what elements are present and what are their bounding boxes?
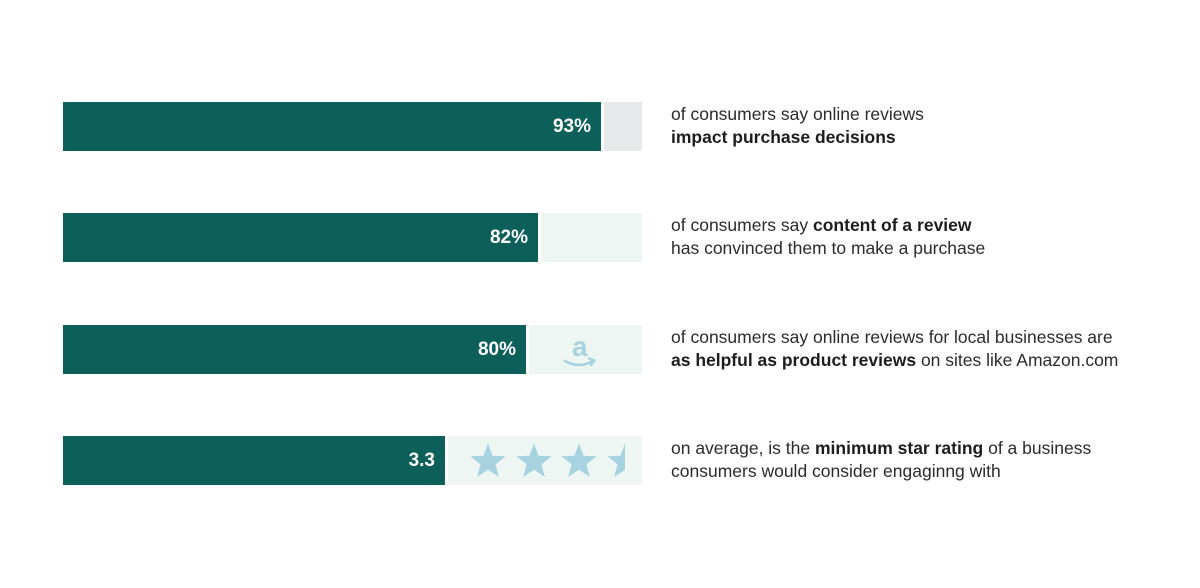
description-emphasis: content of a review <box>813 215 972 235</box>
bar-value-label: 93% <box>552 116 591 137</box>
stat-row: 93% of consumers say online reviews impact… <box>0 102 1200 152</box>
bar-divider <box>526 325 529 374</box>
stat-row: 80% a of consumers say online reviews for … <box>0 325 1200 375</box>
bar-track: 80% a <box>63 325 642 374</box>
bar-fill <box>63 213 538 262</box>
description-text: of consumers say <box>671 215 813 235</box>
stat-description: of consumers say content of a review has … <box>671 214 1171 260</box>
bar-track: 82% <box>63 213 642 262</box>
bar-fill <box>63 325 526 374</box>
bar-divider <box>601 102 604 151</box>
bar-value-label: 3.3 <box>408 450 435 471</box>
stat-description: of consumers say online reviews for loca… <box>671 326 1171 372</box>
amazon-logo-icon: a <box>563 331 596 367</box>
bar-track: 3.3 <box>63 436 642 485</box>
star-icon <box>516 443 552 477</box>
star-icon <box>607 443 625 477</box>
star-icon <box>470 443 506 477</box>
description-text: of consumers say online reviews for loca… <box>671 327 1113 347</box>
description-text: consumers would consider engaginng with <box>671 461 1001 481</box>
bar-fill <box>63 102 601 151</box>
bar-divider <box>445 436 448 485</box>
bar-divider <box>538 213 541 262</box>
bar-track: 93% <box>63 102 642 151</box>
description-text: on average, is the <box>671 438 815 458</box>
description-text: of a business <box>983 438 1092 458</box>
star-icon <box>561 443 597 477</box>
bar-value-label: 80% <box>477 339 516 360</box>
description-emphasis: minimum star rating <box>814 438 984 458</box>
svg-text:a: a <box>572 331 588 362</box>
stat-description: of consumers say online reviews impact pu… <box>671 103 1171 149</box>
description-text: on sites like Amazon.com <box>916 350 1119 370</box>
bar-value-label: 82% <box>489 227 528 248</box>
description-text: of consumers say online reviews <box>671 104 924 124</box>
stat-description: on average, is the minimum star rating o… <box>671 437 1171 483</box>
stat-row: 3.3 on average, is the minimum star ratin… <box>0 436 1200 486</box>
bar-fill <box>63 436 445 485</box>
description-text: has convinced them to make a purchase <box>671 238 986 258</box>
stat-row: 82% of consumers say content of a review h… <box>0 213 1200 263</box>
description-emphasis: impact purchase decisions <box>671 127 896 147</box>
description-emphasis: as helpful as product reviews <box>671 350 917 370</box>
